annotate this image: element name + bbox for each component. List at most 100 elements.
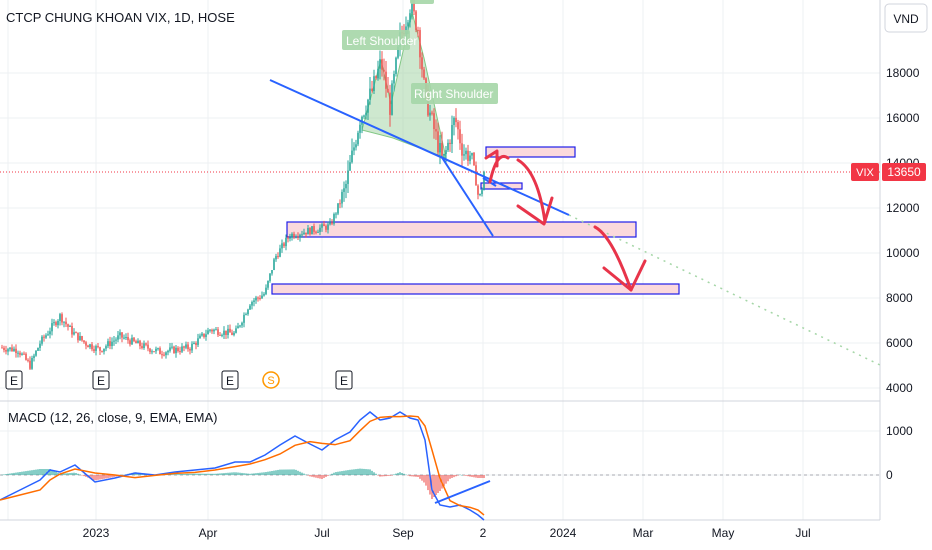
candle [99,346,101,356]
histogram-bar [19,472,21,475]
time-axis[interactable]: 2023 Apr Jul Sep 2 2024 Mar May Jul [83,526,811,540]
histogram-bar [75,472,77,475]
candle [27,358,29,363]
candle [455,108,457,128]
price-tick-label: 4000 [886,381,913,395]
left-shoulder-label[interactable]: Left Shoulder [342,30,417,50]
resistance-zone-upper[interactable] [485,146,576,158]
candle [31,355,33,370]
histogram-bar [453,475,455,478]
histogram-bar [479,475,481,478]
split-marker[interactable]: S [262,371,280,389]
histogram-bar [89,475,91,479]
price-tick-label: 6000 [886,336,913,350]
histogram-bar [273,470,275,475]
neckline-trendline[interactable] [269,79,570,216]
grid [0,0,880,520]
macd-line[interactable] [0,411,485,521]
candle [147,340,149,352]
candle [77,332,79,343]
candle [165,351,167,359]
candle [197,333,199,348]
candle [167,349,169,356]
histogram-bar [455,475,457,477]
histogram-bar [239,472,241,475]
histogram-bar [109,475,111,478]
histogram-bar [33,469,35,475]
candle [237,322,239,329]
candle [421,52,423,78]
histogram-bar [57,472,59,475]
histogram-bar [305,474,307,476]
candle [313,223,315,235]
histogram-bar [279,469,281,475]
candle [113,336,115,346]
candle [483,170,485,191]
macd-divergence-line[interactable] [434,480,491,504]
histogram-bar [387,475,389,476]
candle [341,189,343,208]
histogram-bar [385,475,387,477]
histogram-bar [11,473,13,475]
candle [39,340,41,351]
candle [239,324,241,328]
histogram-bar [49,469,51,475]
support-zone-middle[interactable] [286,221,637,238]
candle [67,323,69,331]
histogram-bar [259,472,261,475]
histogram-bar [217,473,219,475]
candle [63,321,65,328]
candle [245,312,247,316]
candle [263,292,265,297]
histogram-bar [399,472,401,475]
histogram-bar [79,474,81,476]
support-zone-lower[interactable] [271,283,680,295]
earnings-marker[interactable]: E [335,370,353,390]
earnings-marker[interactable]: E [5,370,23,390]
candle [437,122,439,156]
histogram-bar [287,469,289,475]
candle [215,326,217,331]
candle [323,220,325,227]
candle [439,135,441,165]
candle [71,322,73,338]
currency-button[interactable]: VND [884,3,928,33]
macd-axis[interactable]: 1000 0 [886,424,913,482]
signal-line[interactable] [0,415,485,516]
chart-title: CTCP CHUNG KHOAN VIX, 1D, HOSE [6,10,235,25]
price-tick-label: 8000 [886,291,913,305]
histogram-bar [321,475,323,479]
forecast-arrows[interactable] [484,149,647,292]
histogram-bar [97,475,99,480]
histogram-bar [247,473,249,475]
candle [385,61,387,98]
earnings-marker[interactable]: E [92,370,110,390]
right-shoulder-label[interactable]: Right Shoulder [411,83,498,104]
histogram-bar [301,472,303,475]
histogram-bar [389,475,391,476]
histogram-bar [437,475,439,493]
earnings-marker[interactable]: E [221,370,239,390]
histogram-bar [265,472,267,475]
price-axis[interactable]: 1800016000140001200010000800060004000 [886,66,920,395]
head-label[interactable] [410,0,434,4]
histogram-bar [107,475,109,479]
breakdown-trendline[interactable] [440,155,494,237]
histogram-bar [71,472,73,475]
histogram-bar [285,469,287,475]
macd-tick-label: 0 [886,468,893,482]
histogram-bar [343,470,345,475]
candle [371,80,373,93]
histogram-bar [393,474,395,475]
candle [19,350,21,358]
candle [183,345,185,352]
histogram-bar [267,471,269,475]
histogram-bar [439,475,441,491]
candle [173,345,175,354]
histogram-bar [331,473,333,475]
candle [219,331,221,336]
small-zone[interactable] [480,182,523,190]
histogram-bar [199,473,201,475]
candle [287,235,289,243]
histogram-bar [357,468,359,475]
